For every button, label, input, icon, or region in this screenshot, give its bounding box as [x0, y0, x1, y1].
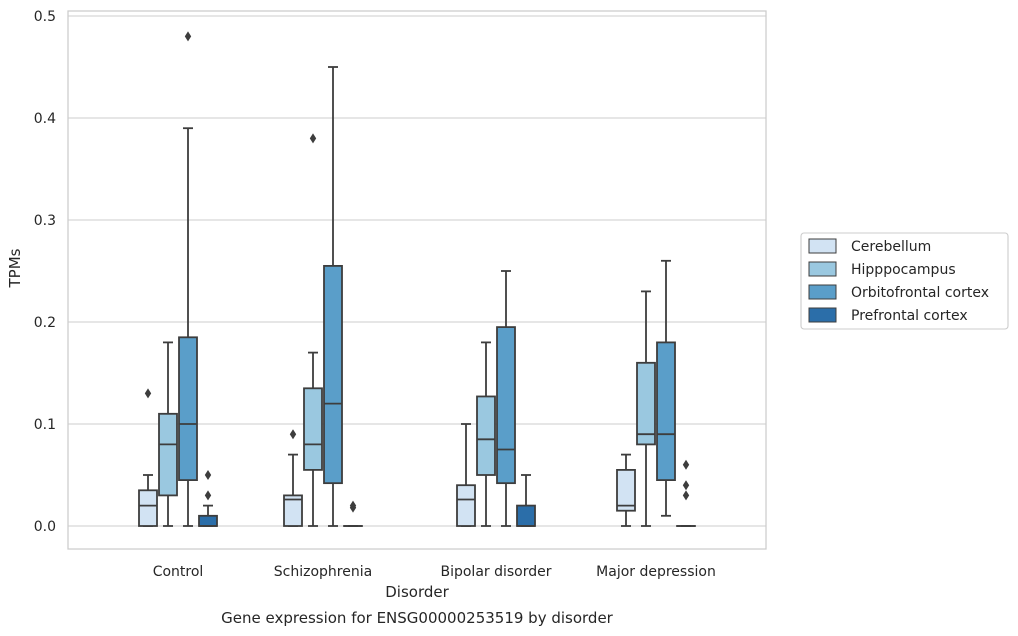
- outlier-point: [204, 490, 212, 501]
- box-rect: [158, 412, 178, 497]
- chart-caption: Gene expression for ENSG00000253519 by d…: [221, 609, 614, 627]
- legend-swatch: [808, 284, 837, 300]
- box-rect: [656, 341, 676, 481]
- box-1-3: [343, 500, 363, 527]
- box-rect: [178, 336, 198, 481]
- outlier-point: [682, 490, 690, 501]
- box-3-3: [676, 459, 696, 527]
- legend-label: Cerebellum: [851, 239, 931, 255]
- outlier-point: [204, 470, 212, 480]
- x-tick-label: Major depression: [596, 564, 716, 580]
- box-rect: [456, 484, 476, 527]
- box-rect: [616, 468, 636, 512]
- y-axis-ticks: 0.0 0.1 0.2 0.3 0.4 0.5: [34, 9, 56, 535]
- x-tick-label: Schizophrenia: [274, 564, 372, 580]
- outlier-point: [349, 500, 357, 511]
- y-axis-title: TPMs: [6, 248, 24, 288]
- y-tick-label: 0.1: [34, 417, 56, 433]
- legend-swatch: [808, 238, 837, 254]
- box-rect: [636, 361, 656, 446]
- box-1-2: [323, 66, 343, 527]
- box-3-2: [656, 259, 676, 517]
- legend: Cerebellum Hipppocampus Orbitofrontal cort…: [800, 232, 1009, 330]
- plot-frame: [67, 10, 767, 550]
- box-0-0: [138, 388, 158, 527]
- box-rect: [303, 387, 323, 471]
- box-rect: [323, 264, 343, 485]
- legend-label: Hipppocampus: [851, 262, 956, 278]
- box-1-1: [303, 133, 323, 527]
- outlier-point: [184, 31, 192, 42]
- box-rect: [138, 489, 158, 527]
- legend-label: Prefrontal cortex: [851, 308, 968, 324]
- legend-label: Orbitofrontal cortex: [851, 285, 989, 301]
- legend-frame: [800, 232, 1009, 330]
- legend-swatch: [808, 307, 837, 323]
- outlier-point: [682, 480, 690, 491]
- x-axis-ticks: Control Schizophrenia Bipolar disorder Majo…: [153, 564, 716, 580]
- outlier-point: [144, 388, 152, 399]
- box-2-0: [456, 423, 476, 527]
- box-plot-series: [138, 31, 696, 527]
- box-rect: [198, 514, 218, 527]
- x-tick-label: Bipolar disorder: [440, 564, 551, 580]
- outlier-point: [309, 133, 317, 144]
- outlier-point: [289, 429, 297, 440]
- box-3-0: [616, 453, 636, 527]
- box-1-0: [283, 429, 303, 527]
- box-rect: [496, 326, 516, 485]
- outlier-point: [682, 459, 690, 470]
- y-tick-label: 0.5: [34, 9, 56, 25]
- y-tick-label: 0.3: [34, 213, 56, 229]
- y-tick-label: 0.0: [34, 519, 56, 535]
- box-0-3: [198, 470, 218, 527]
- box-2-1: [476, 341, 496, 527]
- y-tick-label: 0.2: [34, 315, 56, 331]
- x-tick-label: Control: [153, 564, 204, 580]
- box-3-1: [636, 290, 656, 527]
- x-axis-title: Disorder: [385, 583, 449, 601]
- box-0-2: [178, 31, 198, 527]
- box-0-1: [158, 341, 178, 527]
- box-2-3: [516, 474, 536, 527]
- box-rect: [516, 504, 536, 527]
- y-tick-label: 0.4: [34, 111, 56, 127]
- box-2-2: [496, 270, 516, 527]
- box-rect: [476, 395, 496, 476]
- legend-swatch: [808, 261, 837, 277]
- box-rect: [283, 494, 303, 527]
